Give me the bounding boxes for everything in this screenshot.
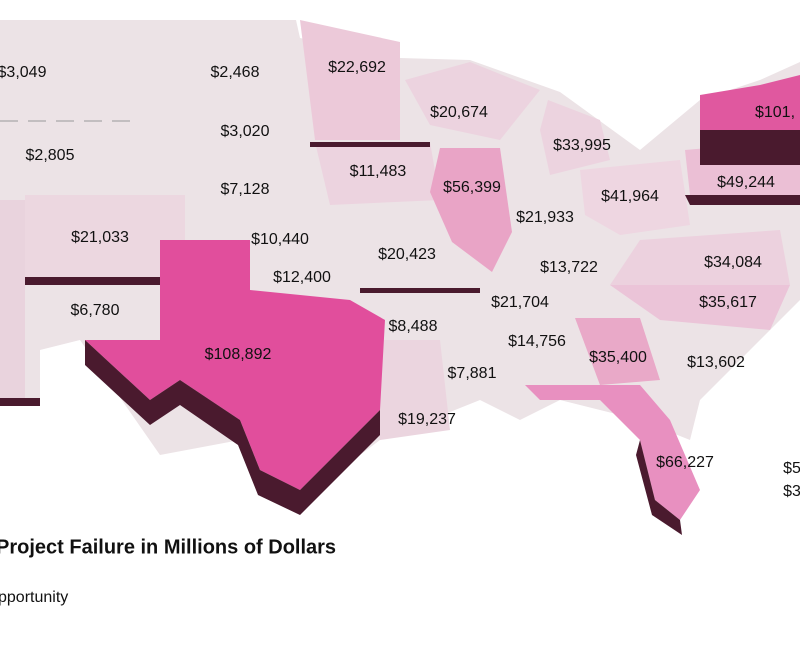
value-label: $41,964 xyxy=(601,188,659,205)
state xyxy=(315,142,440,205)
value-label: $35,400 xyxy=(589,349,647,366)
state xyxy=(525,385,700,520)
state xyxy=(300,20,400,140)
title: Project Failure in Millions of Dollars xyxy=(0,536,336,558)
value-label: $22,692 xyxy=(328,59,386,76)
value-label: $49,244 xyxy=(717,174,775,191)
value-label: $66,227 xyxy=(656,454,714,471)
labels: $3,049 $2,468 $22,692 $20,674 $101, $3,020 $2,… xyxy=(0,59,800,500)
state xyxy=(25,195,185,280)
edge-line xyxy=(360,288,480,293)
value-label: $101, xyxy=(755,104,795,121)
value-label: $35,617 xyxy=(699,294,757,311)
state-side xyxy=(685,195,800,205)
state xyxy=(700,75,800,130)
subtitle: pportunity xyxy=(0,589,68,606)
state xyxy=(610,285,790,330)
state-side xyxy=(636,440,682,535)
value-label: $21,033 xyxy=(71,229,129,246)
value-label: $19,237 xyxy=(398,411,456,428)
state xyxy=(540,100,610,175)
states xyxy=(0,20,800,535)
state-side xyxy=(85,340,380,515)
value-label: $10,440 xyxy=(251,231,309,248)
value-label: $34,084 xyxy=(704,254,762,271)
edge-line xyxy=(25,277,160,285)
value-label: $20,423 xyxy=(378,246,436,263)
state-side xyxy=(700,130,800,165)
state xyxy=(405,62,540,140)
value-label: $20,674 xyxy=(430,104,488,121)
value-label: $3 xyxy=(783,483,800,500)
value-label: $108,892 xyxy=(205,346,272,363)
value-label: $13,722 xyxy=(540,259,598,276)
state xyxy=(575,318,660,385)
value-label: $21,704 xyxy=(491,294,549,311)
edge-line xyxy=(0,398,40,406)
value-label: $7,128 xyxy=(221,181,270,198)
state xyxy=(430,148,512,272)
state xyxy=(580,160,690,235)
value-label: $21,933 xyxy=(516,209,574,226)
value-label: $12,400 xyxy=(273,269,331,286)
value-label: $6,780 xyxy=(71,302,120,319)
edge-line xyxy=(310,142,430,147)
value-label: $2,468 xyxy=(211,64,260,81)
value-label: $5 xyxy=(783,460,800,477)
value-label: $2,805 xyxy=(26,147,75,164)
value-label: $8,488 xyxy=(389,318,438,335)
value-label: $14,756 xyxy=(508,333,566,350)
state xyxy=(85,240,385,490)
value-label: $7,881 xyxy=(448,365,497,382)
value-label: $11,483 xyxy=(350,163,407,180)
value-label: $13,602 xyxy=(687,354,745,371)
value-label: $33,995 xyxy=(553,137,611,154)
west-edge xyxy=(0,200,25,405)
value-label: $3,049 xyxy=(0,64,47,81)
state xyxy=(610,230,790,285)
value-label: $3,020 xyxy=(221,123,270,140)
value-label: $56,399 xyxy=(443,179,501,196)
